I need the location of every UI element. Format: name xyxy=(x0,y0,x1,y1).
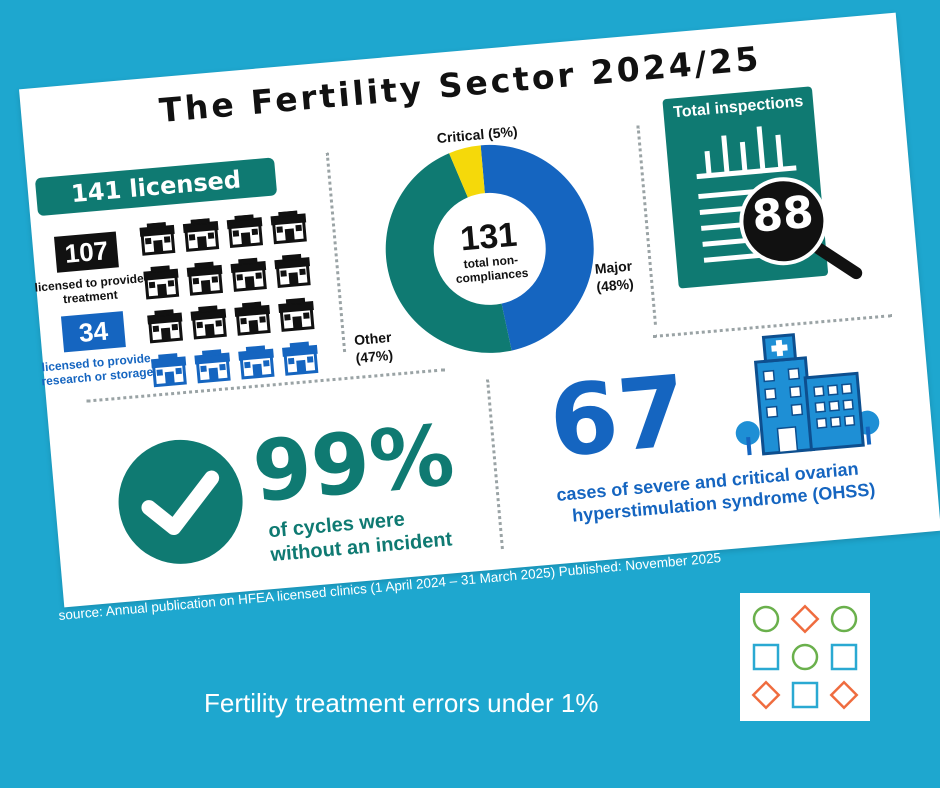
donut-chart xyxy=(385,144,594,353)
treatment-count: 107 xyxy=(54,231,119,273)
divider-vertical-3 xyxy=(486,379,504,550)
treatment-label: licensed to provide treatment xyxy=(34,271,145,307)
divider-vertical-1 xyxy=(325,152,347,353)
clinic-icons xyxy=(139,208,321,388)
hospital-icon xyxy=(735,333,880,456)
licensed-clinics-badge: 141 licensed clinics xyxy=(34,157,278,242)
infographic-card: The Fertility Sector 2024/25 141 license… xyxy=(19,12,940,608)
slice-label-major-percent: (48%) xyxy=(595,275,635,295)
slice-label-other-percent: (47%) xyxy=(355,346,394,366)
donut-slice-major xyxy=(480,144,594,351)
incident-free-percent: 99% xyxy=(249,406,458,522)
donut-center: 131 total non-compliances xyxy=(437,215,542,287)
slice-label-major: Major (48%) xyxy=(594,257,634,296)
logo-shapes-icon xyxy=(751,604,859,710)
checkmark-icon xyxy=(118,439,243,564)
research-count: 34 xyxy=(60,311,126,353)
hfea-shapes-logo xyxy=(740,593,870,721)
clinic-icon-grid xyxy=(139,208,333,394)
ohss-count: 67 xyxy=(545,354,691,481)
divider-vertical-2 xyxy=(636,125,657,325)
caption: Fertility treatment errors under 1% xyxy=(204,688,599,718)
research-label: licensed to provide research or storage xyxy=(40,350,154,389)
donut-slice-critical xyxy=(449,145,485,198)
inspection-report-icon xyxy=(696,126,863,280)
total-inspections-panel: Total inspections 88 xyxy=(662,86,863,289)
slice-label-other: Other (47%) xyxy=(353,328,393,367)
non-compliance-donut: 131 total non-compliances Critical (5%) … xyxy=(344,108,636,391)
donut-slice-other xyxy=(385,153,512,353)
inspections-value: 88 xyxy=(750,186,816,243)
